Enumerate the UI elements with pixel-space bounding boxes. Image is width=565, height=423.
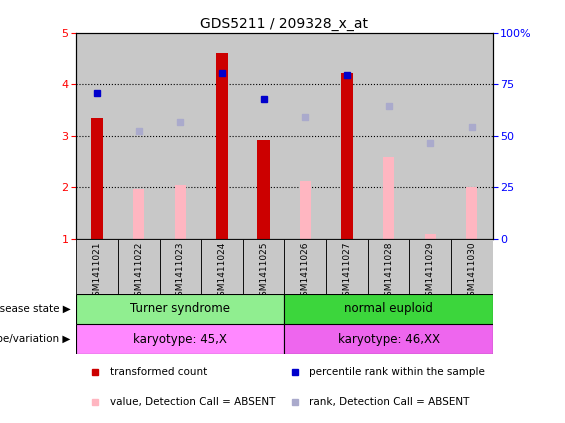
- Bar: [451, 239, 493, 294]
- Bar: [341, 73, 353, 239]
- Bar: [91, 118, 103, 239]
- Bar: [175, 185, 186, 239]
- Text: GSM1411022: GSM1411022: [134, 242, 144, 302]
- Bar: [299, 181, 311, 239]
- Bar: [201, 239, 243, 294]
- Bar: [76, 33, 118, 239]
- Bar: [410, 33, 451, 239]
- Bar: [258, 140, 270, 239]
- Bar: [133, 189, 144, 239]
- Bar: [284, 239, 326, 294]
- Text: GSM1411021: GSM1411021: [93, 242, 102, 302]
- Bar: [243, 33, 285, 239]
- Bar: [76, 324, 284, 354]
- Text: GSM1411024: GSM1411024: [218, 242, 227, 302]
- Text: percentile rank within the sample: percentile rank within the sample: [310, 367, 485, 376]
- Title: GDS5211 / 209328_x_at: GDS5211 / 209328_x_at: [201, 16, 368, 30]
- Text: Turner syndrome: Turner syndrome: [131, 302, 231, 315]
- Text: GSM1411030: GSM1411030: [467, 242, 476, 302]
- Text: GSM1411029: GSM1411029: [425, 242, 434, 302]
- Text: genotype/variation ▶: genotype/variation ▶: [0, 334, 71, 344]
- Bar: [76, 239, 118, 294]
- Bar: [425, 234, 436, 239]
- Text: GSM1411028: GSM1411028: [384, 242, 393, 302]
- Bar: [118, 33, 159, 239]
- Bar: [159, 33, 201, 239]
- Bar: [368, 239, 410, 294]
- Text: transformed count: transformed count: [110, 367, 207, 376]
- Text: karyotype: 45,X: karyotype: 45,X: [133, 332, 227, 346]
- Bar: [243, 239, 285, 294]
- Bar: [284, 294, 493, 324]
- Text: value, Detection Call = ABSENT: value, Detection Call = ABSENT: [110, 398, 275, 407]
- Bar: [159, 239, 201, 294]
- Bar: [326, 33, 368, 239]
- Bar: [118, 239, 159, 294]
- Text: disease state ▶: disease state ▶: [0, 304, 71, 314]
- Bar: [76, 294, 284, 324]
- Text: karyotype: 46,XX: karyotype: 46,XX: [337, 332, 440, 346]
- Bar: [451, 33, 493, 239]
- Bar: [368, 33, 410, 239]
- Bar: [410, 239, 451, 294]
- Bar: [284, 324, 493, 354]
- Bar: [285, 33, 326, 239]
- Bar: [201, 33, 243, 239]
- Bar: [383, 157, 394, 239]
- Text: normal euploid: normal euploid: [344, 302, 433, 315]
- Bar: [326, 239, 368, 294]
- Bar: [466, 187, 477, 239]
- Text: GSM1411026: GSM1411026: [301, 242, 310, 302]
- Text: GSM1411027: GSM1411027: [342, 242, 351, 302]
- Text: rank, Detection Call = ABSENT: rank, Detection Call = ABSENT: [310, 398, 470, 407]
- Bar: [216, 52, 228, 239]
- Text: GSM1411023: GSM1411023: [176, 242, 185, 302]
- Text: GSM1411025: GSM1411025: [259, 242, 268, 302]
